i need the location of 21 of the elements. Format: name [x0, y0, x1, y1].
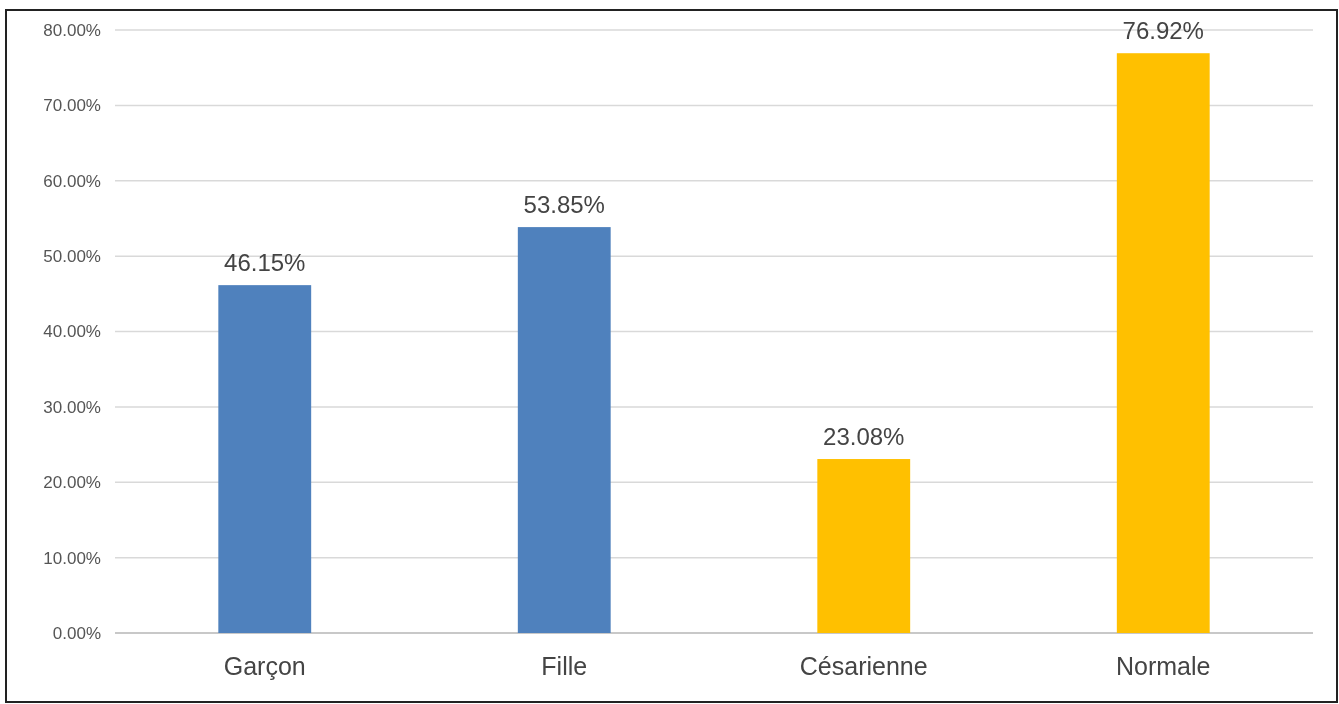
y-tick-label: 30.00%: [43, 397, 101, 417]
y-tick-label: 60.00%: [43, 171, 101, 191]
y-tick-label: 70.00%: [43, 96, 101, 116]
data-label: 76.92%: [1122, 17, 1204, 45]
y-tick-label: 80.00%: [43, 20, 101, 40]
x-tick-label: Césarienne: [799, 652, 928, 680]
x-tick-label: Fille: [541, 652, 588, 680]
y-tick-label: 50.00%: [43, 247, 101, 267]
bar: [817, 459, 911, 633]
data-label: 23.08%: [823, 423, 905, 451]
bar: [517, 227, 611, 633]
x-tick-label: Normale: [1116, 652, 1211, 680]
y-tick-label: 40.00%: [43, 322, 101, 342]
bar: [1116, 53, 1210, 633]
data-label: 53.85%: [523, 191, 605, 219]
bar: [218, 285, 312, 633]
y-tick-label: 10.00%: [43, 548, 101, 568]
x-tick-label: Garçon: [223, 652, 306, 680]
data-label: 46.15%: [224, 249, 306, 277]
y-tick-label: 20.00%: [43, 473, 101, 493]
y-tick-label: 0.00%: [52, 623, 101, 643]
